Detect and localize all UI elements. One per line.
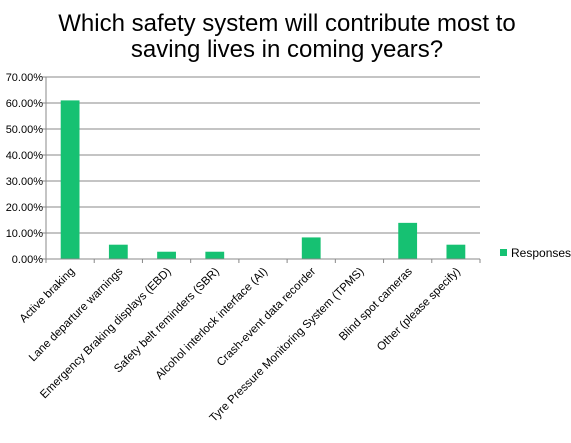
gridlines (46, 76, 480, 234)
bar (157, 251, 176, 259)
y-tick-label: 40.00% (6, 150, 44, 162)
y-tick-label: 70.00% (6, 72, 44, 84)
x-category-label: Crash-event data recorder (215, 266, 319, 370)
bar (398, 222, 418, 259)
legend: Responses (500, 246, 571, 260)
bar (60, 100, 80, 260)
bar (205, 251, 225, 259)
legend-label: Responses (511, 246, 571, 260)
y-tick-label: 30.00% (6, 176, 44, 188)
bar (301, 237, 321, 259)
x-category-label: Lane departure warnings (27, 265, 126, 364)
y-tick-label: 20.00% (6, 202, 44, 214)
bar (446, 244, 466, 259)
chart-title-line-2: saving lives in coming years? (131, 36, 443, 63)
axes (45, 77, 481, 263)
bar (108, 244, 128, 259)
y-tick-label: 0.00% (12, 254, 43, 266)
y-tick-label: 10.00% (6, 228, 44, 240)
y-tick-label: 60.00% (6, 98, 44, 110)
y-axis-ticks: 0.00% 10.00% 20.00% 30.00% 40.00% 50.00% 60.00… (6, 72, 46, 266)
x-category-label: Other (please specify) (375, 266, 463, 354)
bars (60, 100, 466, 260)
legend-swatch (500, 249, 507, 256)
chart-title-line-1: Which safety system will contribute most… (58, 10, 515, 37)
y-tick-label: 50.00% (6, 124, 44, 136)
